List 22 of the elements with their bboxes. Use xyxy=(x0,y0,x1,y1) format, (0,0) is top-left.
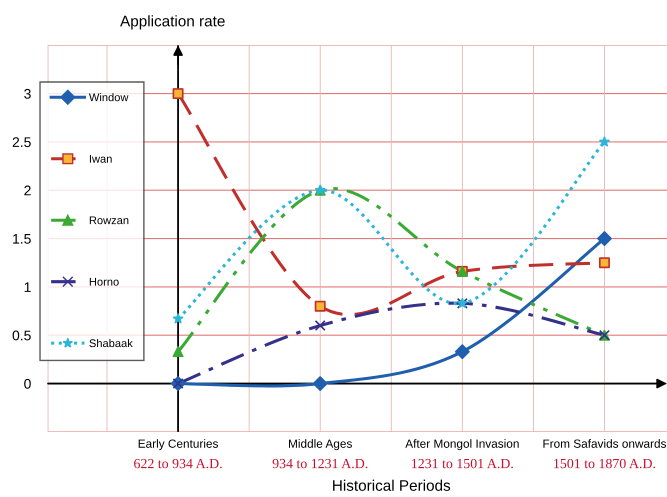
text: 1231 to 1501 A.D. xyxy=(412,458,513,468)
y-axis-title: Application rate xyxy=(120,15,225,30)
y-tick-label: 2.5 xyxy=(12,137,31,148)
legend-label: Window xyxy=(88,93,128,102)
x-tick-label: Early Centuries xyxy=(138,439,218,450)
x-tick-label: Middle Ages xyxy=(289,439,352,450)
text: 934 to 1231 A.D. xyxy=(272,458,368,468)
legend-label: Rowzan xyxy=(90,216,128,224)
y-tick-label: 1 xyxy=(24,282,31,292)
text: 1501 to 1870 A.D. xyxy=(554,458,656,468)
y-tick-label: 1.5 xyxy=(13,234,31,244)
y-tick-label: 0 xyxy=(24,378,31,389)
y-tick-label: 0.5 xyxy=(12,330,31,340)
legend-label: Shabaak xyxy=(89,338,133,348)
y-tick-label: 2 xyxy=(24,186,31,196)
legend-label: Horno xyxy=(90,278,119,286)
x-tick-label: After Mongol Invasion xyxy=(405,439,519,450)
legend-label: Iwan xyxy=(90,154,112,163)
y-tick-label: 3 xyxy=(24,88,31,99)
x-tick-label: From Safavids onwards xyxy=(543,439,666,448)
x-axis-title: Historical Periods xyxy=(333,480,450,491)
text: 622 to 934 A.D. xyxy=(134,458,222,468)
